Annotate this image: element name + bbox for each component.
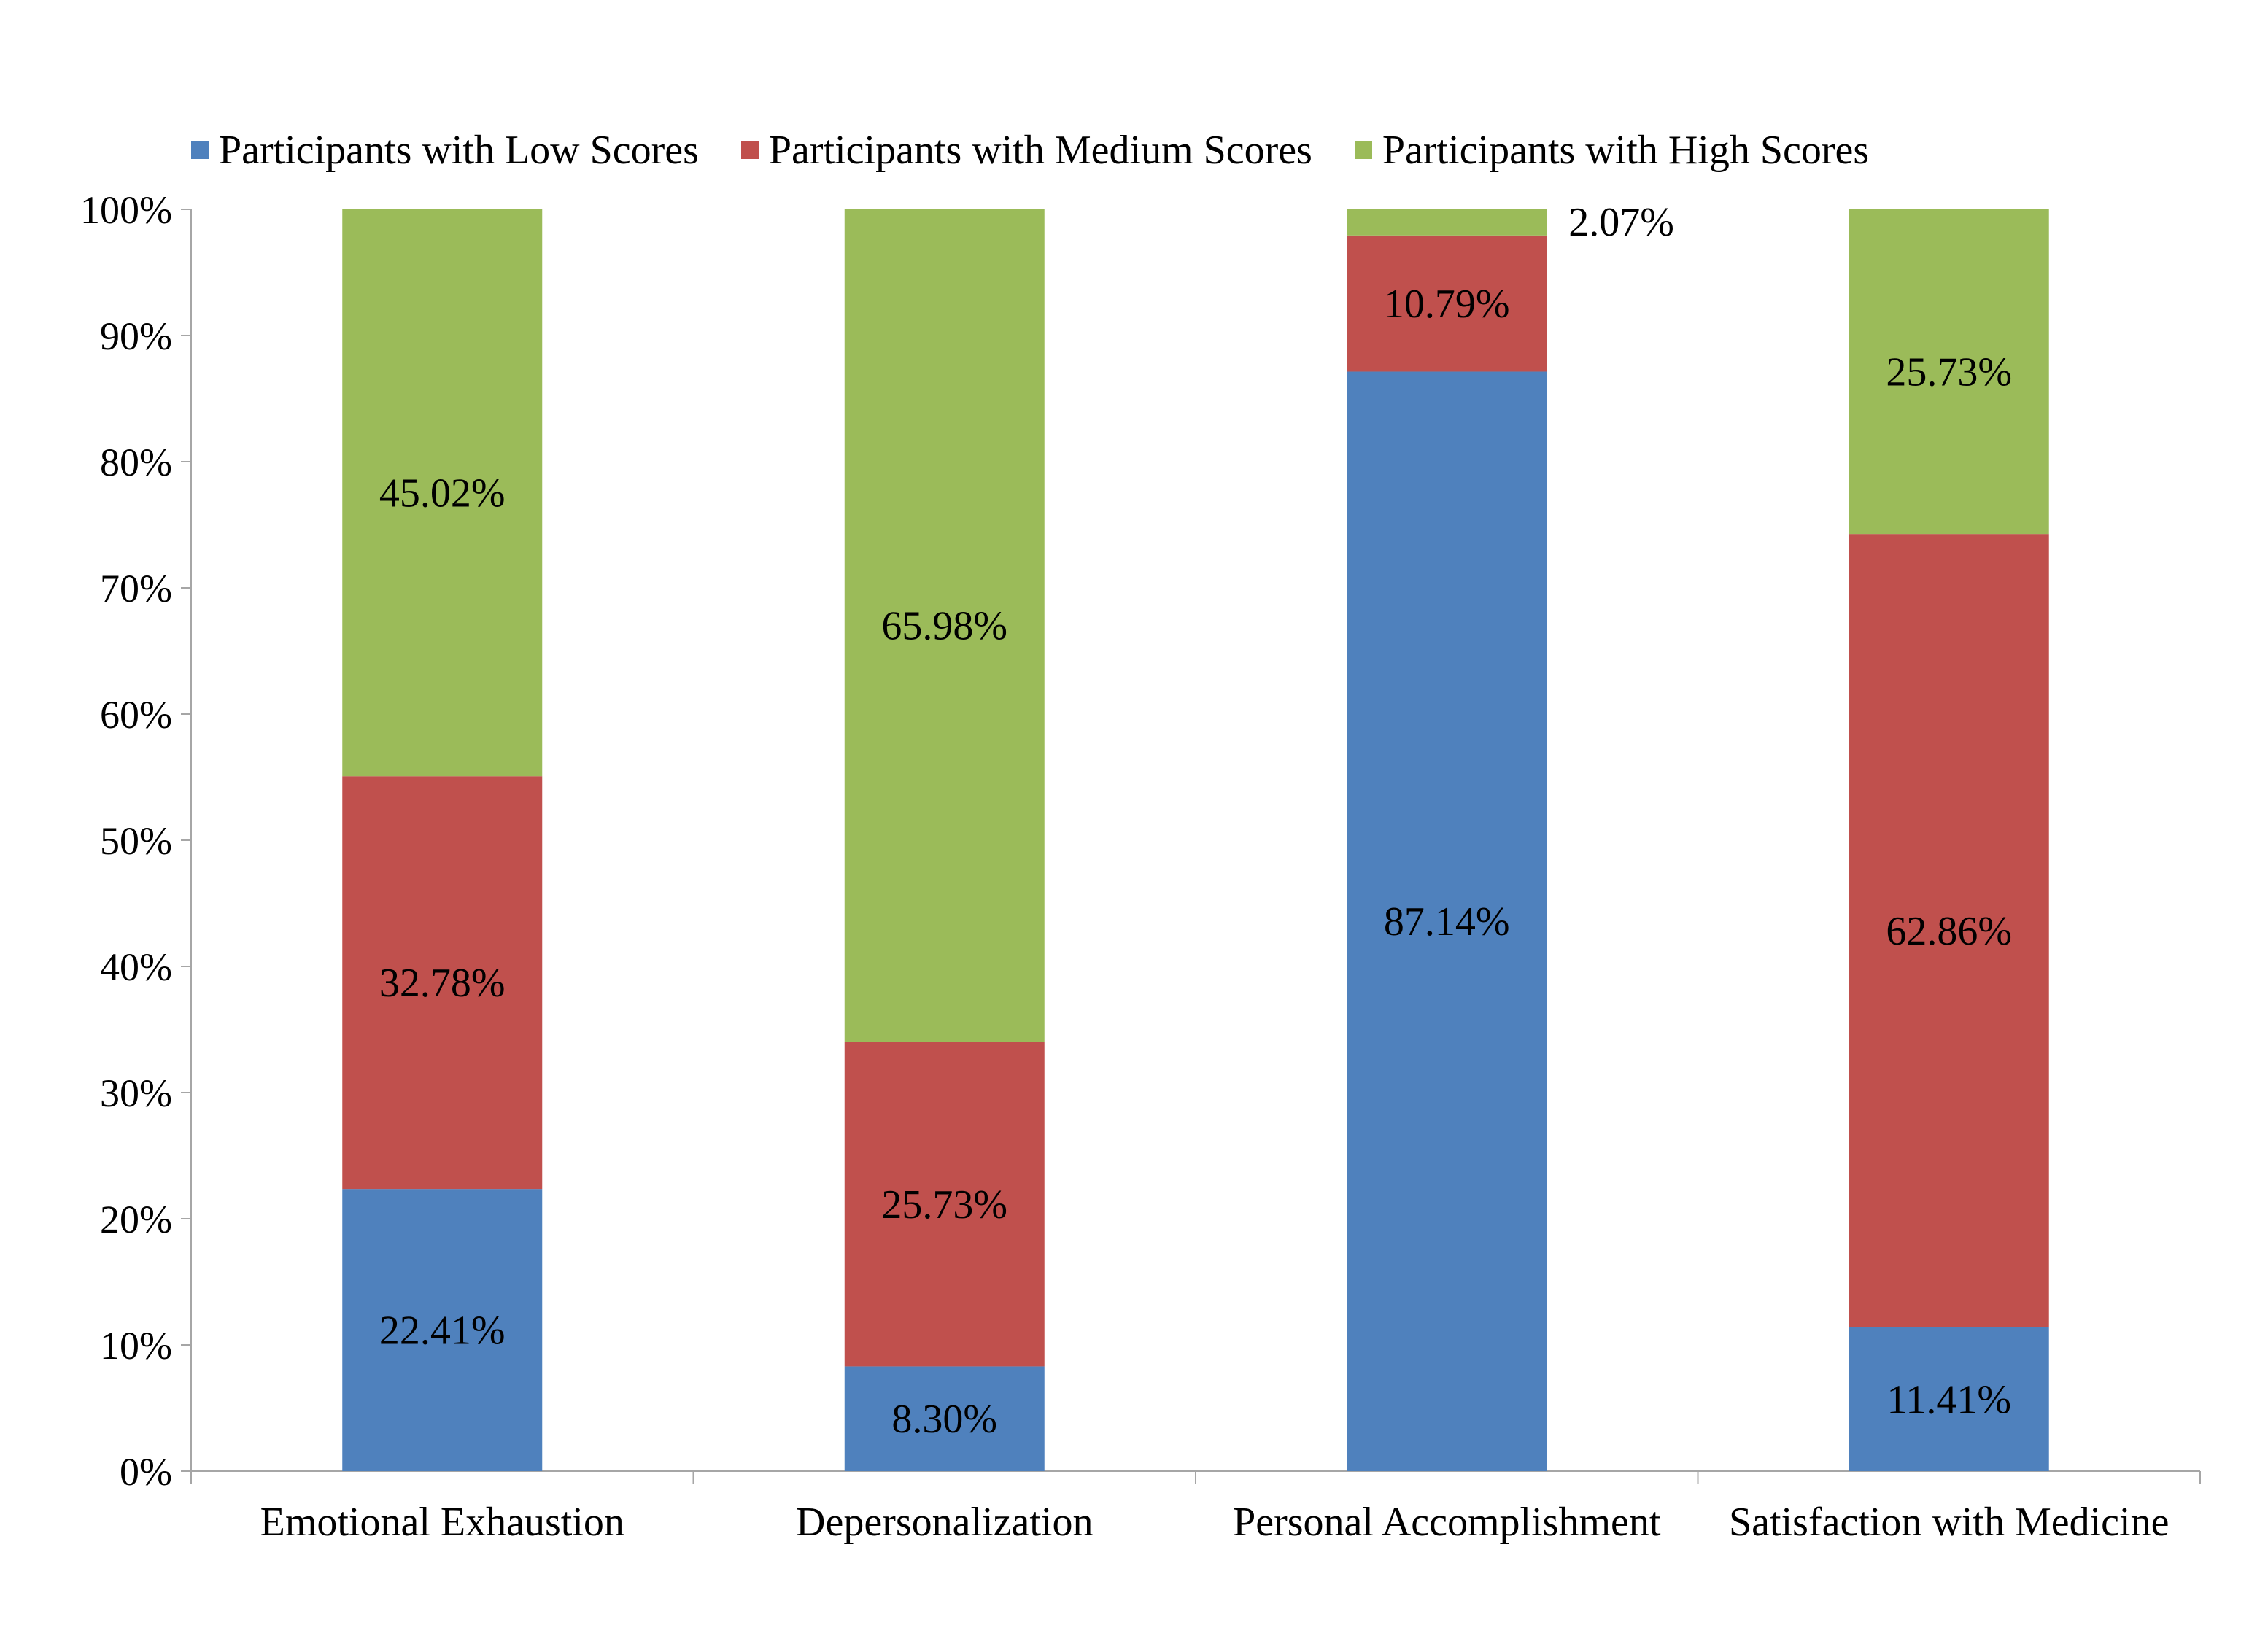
- legend-swatch-medium: [740, 141, 759, 159]
- x-tick-label: Emotional Exhaustion: [260, 1500, 624, 1545]
- y-tick-label: 70%: [100, 567, 172, 610]
- bar-segment: [844, 209, 1045, 1042]
- y-tick-label: 10%: [100, 1324, 172, 1368]
- legend-swatch-low: [191, 141, 209, 159]
- bar-segment: [1849, 209, 2049, 535]
- data-label: 65.98%: [881, 604, 1007, 649]
- data-label: 32.78%: [379, 961, 506, 1006]
- data-label: 25.73%: [881, 1182, 1007, 1228]
- data-label: 25.73%: [1886, 350, 2012, 395]
- data-label: 62.86%: [1886, 909, 2012, 954]
- legend-label-high: Participants with High Scores: [1382, 128, 1870, 173]
- y-tick-label: 50%: [100, 819, 172, 863]
- x-tick-label: Depersonalization: [796, 1500, 1093, 1545]
- bar-segment: [1347, 209, 1547, 236]
- y-tick-label: 90%: [100, 314, 172, 358]
- data-label: 2.07%: [1568, 200, 1674, 245]
- data-label: 22.41%: [379, 1308, 506, 1354]
- bar-segment: [844, 1366, 1045, 1471]
- data-label: 11.41%: [1886, 1377, 2011, 1422]
- x-tick-label: Satisfaction with Medicine: [1729, 1500, 2169, 1545]
- y-tick-label: 40%: [100, 945, 172, 989]
- x-tick-label: Personal Accomplishment: [1233, 1500, 1661, 1545]
- bar-segment: [342, 776, 543, 1190]
- y-tick-label: 0%: [120, 1450, 172, 1494]
- legend-label-medium: Participants with Medium Scores: [768, 128, 1312, 173]
- bar-segment: [1849, 1327, 2049, 1471]
- bar-segment: [342, 1189, 543, 1471]
- bar-segment: [1849, 534, 2049, 1327]
- y-tick-label: 80%: [100, 441, 172, 484]
- chart-legend: Participants with Low Scores Participant…: [191, 124, 1869, 177]
- bar-segment: [844, 1042, 1045, 1367]
- bar-segment: [1347, 235, 1547, 372]
- legend-item-medium: Participants with Medium Scores: [740, 128, 1312, 173]
- y-tick-label: 20%: [100, 1198, 172, 1241]
- legend-swatch-high: [1354, 141, 1372, 159]
- bar-segment: [1347, 371, 1547, 1471]
- y-tick-label: 60%: [100, 693, 172, 737]
- y-tick-label: 100%: [80, 188, 172, 232]
- legend-label-low: Participants with Low Scores: [219, 128, 699, 173]
- data-label: 8.30%: [891, 1397, 997, 1442]
- data-label: 87.14%: [1384, 899, 1510, 945]
- bar-segment: [342, 209, 543, 777]
- y-tick-label: 30%: [100, 1071, 172, 1115]
- legend-item-low: Participants with Low Scores: [191, 130, 699, 171]
- legend-item-high: Participants with High Scores: [1354, 128, 1870, 173]
- data-label: 10.79%: [1384, 282, 1510, 327]
- data-label: 45.02%: [379, 471, 506, 516]
